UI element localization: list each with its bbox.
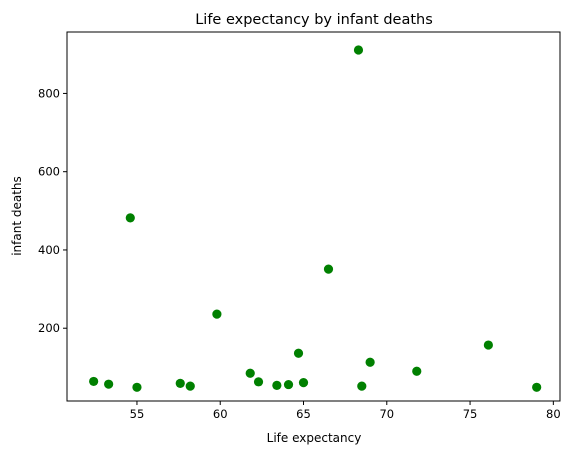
data-point xyxy=(125,213,135,223)
y-tick-label: 600 xyxy=(38,165,60,179)
data-point xyxy=(357,381,367,391)
plot-frame xyxy=(66,31,561,402)
plot-area xyxy=(66,31,561,402)
x-tick-label: 55 xyxy=(130,407,145,421)
x-tick-label: 65 xyxy=(296,407,311,421)
x-axis-label: Life expectancy xyxy=(267,431,362,445)
data-point xyxy=(412,366,422,376)
x-tick-label: 75 xyxy=(463,407,478,421)
y-tick-label: 800 xyxy=(38,86,60,100)
data-point xyxy=(283,379,294,390)
data-point xyxy=(365,357,375,367)
data-point xyxy=(245,368,255,378)
data-point xyxy=(298,378,309,388)
x-tick-label: 80 xyxy=(546,407,561,421)
chart-title: Life expectancy by infant deaths xyxy=(195,12,433,28)
x-tick-label: 70 xyxy=(379,407,394,421)
y-tick-label: 200 xyxy=(38,321,60,335)
data-point xyxy=(175,378,185,388)
data-point xyxy=(89,376,99,387)
data-point xyxy=(532,382,542,392)
data-point xyxy=(185,381,195,391)
data-point xyxy=(132,382,142,392)
data-points xyxy=(89,45,542,392)
x-tick-label: 60 xyxy=(213,407,228,421)
data-point xyxy=(323,264,334,274)
y-axis: 200 400 600 800 xyxy=(38,86,67,335)
x-axis: 55 60 65 70 75 80 xyxy=(130,401,561,421)
y-axis-label: infant deaths xyxy=(10,176,24,256)
data-point xyxy=(293,348,304,358)
data-point xyxy=(104,379,114,389)
y-tick-label: 400 xyxy=(38,243,60,257)
data-point xyxy=(353,45,364,55)
data-point xyxy=(272,380,282,390)
data-point xyxy=(253,377,264,387)
data-point xyxy=(212,309,222,319)
data-point xyxy=(483,340,493,350)
